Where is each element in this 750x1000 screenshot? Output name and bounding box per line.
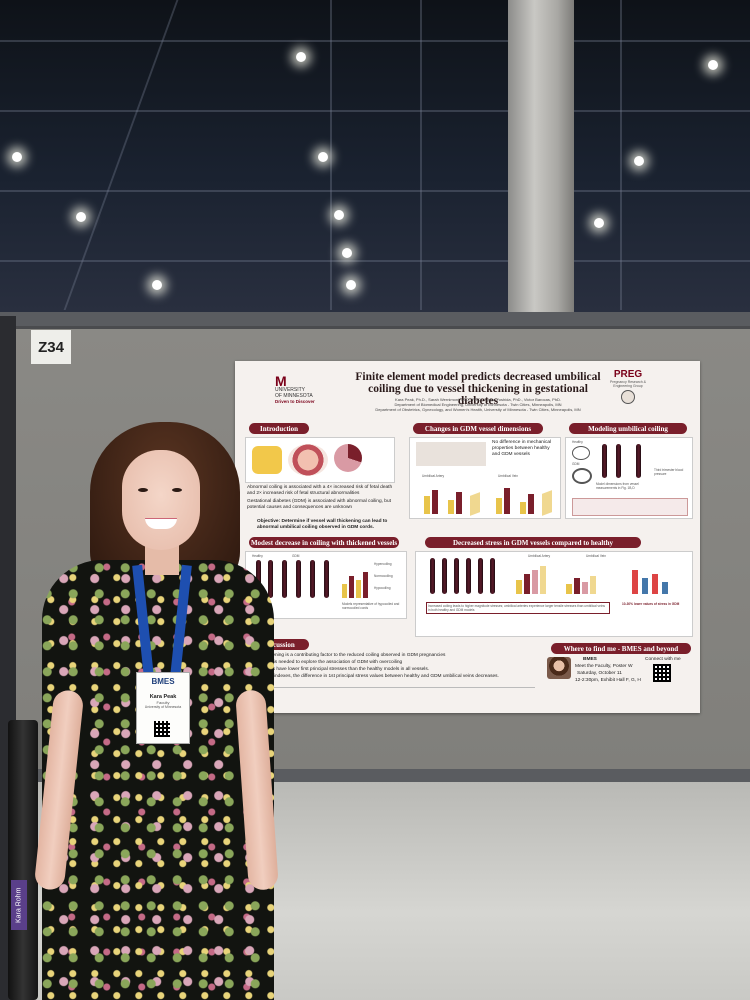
ceiling [0, 0, 750, 320]
section-changes: Changes in GDM vessel dimensions [413, 423, 543, 434]
decreased-artery-label: Umbilical Artery [528, 554, 551, 558]
person-face [122, 450, 200, 550]
ceiling-light [296, 52, 306, 62]
poster-title: Finite element model predicts decreased … [353, 371, 603, 407]
preg-logo: PREG Pregnancy Research & Engineering Gr… [601, 369, 655, 415]
decreased-figure: Umbilical Artery Umbilical Vein Increase… [415, 551, 693, 637]
no-difference-note: No difference in mechanical properties b… [492, 440, 552, 457]
preg-subtitle: Pregnancy Research & Engineering Group [610, 380, 646, 388]
qr-code-icon [653, 664, 671, 682]
title-line-2: coiling due to vessel thickening in gest… [368, 383, 588, 407]
hypercoiling-label: Hypercoiling [374, 562, 392, 566]
intro-bullet-2: Gestational diabetes (GDM) is associated… [247, 499, 391, 510]
ceiling-light [76, 212, 86, 222]
badge-affiliation: University of Minnesota [144, 705, 182, 709]
logo-line1: UNIVERSITY [275, 387, 306, 393]
research-poster: M UNIVERSITY OF MINNESOTA Driven to Disc… [235, 361, 700, 713]
intro-figure [245, 437, 395, 483]
label-healthy: Healthy [572, 440, 583, 444]
representative-note: Models representative of hypocoiled and … [342, 602, 400, 610]
name-badge: BMES Kara Peak Faculty University of Min… [136, 672, 190, 744]
third-trimester-note: Third trimester blood pressure [654, 468, 684, 476]
poster-authors: Kara Peak, Ph.D., Sarah Wernimont, M.D.,… [365, 397, 591, 412]
decreased-vein-label: Umbilical Vein [586, 554, 607, 558]
modeling-figure: Healthy GDM Model dimensions from vessel… [565, 437, 693, 519]
author-list: Kara Peak, Ph.D., Sarah Wernimont, M.D.,… [395, 397, 561, 402]
affiliation-2: Department of Obstetrics, Gynecology, an… [375, 407, 581, 412]
discussion-line-3: GDM models have lower first principal st… [247, 667, 430, 672]
normocoiling-label: Normocoiling [374, 574, 393, 578]
section-find-me: Where to find me - BMES and beyond [551, 643, 691, 654]
modest-gdm-label: GDM [292, 554, 300, 558]
find-me-org: BMES [583, 657, 597, 662]
badge-name: Kara Peak [149, 694, 177, 700]
ceiling-light [342, 248, 352, 258]
label-gdm: GDM [572, 462, 580, 466]
booth-number: Z34 [31, 330, 71, 364]
poster-tube-tag: Kara Rohm [11, 880, 27, 930]
section-modeling: Modeling umbilical coiling [569, 423, 687, 434]
find-me-date: Saturday, October 11 [577, 671, 622, 676]
section-discussion: Discussion [249, 639, 309, 650]
intro-bullet-1: Abnormal coiling is associated with a 4×… [247, 485, 393, 496]
poster-header: M UNIVERSITY OF MINNESOTA Driven to Disc… [235, 361, 700, 419]
changes-figure: No difference in mechanical properties b… [409, 437, 561, 519]
preg-title: PREG [613, 369, 643, 380]
lower-values-note: 10-30% lower values of stress in GDM [622, 602, 680, 606]
label-umbilical-vein: Umbilical Vein [498, 474, 519, 478]
ceiling-light [12, 152, 22, 162]
find-me-time: 12-2:30pm, Exhibit Hall F, G, H [575, 678, 641, 683]
person-neck [145, 545, 179, 575]
ceiling-light [318, 152, 328, 162]
stress-note: Increased coiling leads to higher magnit… [426, 602, 610, 614]
concrete-pillar [508, 0, 574, 318]
person-smile [145, 518, 177, 529]
presenter-photo [547, 657, 571, 679]
ceiling-light [152, 280, 162, 290]
section-decreased: Decreased stress in GDM vessels compared… [425, 537, 641, 548]
title-line-1: Finite element model predicts decreased … [355, 371, 601, 383]
university-logo: M UNIVERSITY OF MINNESOTA Driven to Disc… [275, 373, 345, 415]
hypocoiling-label: Hypocoiling [374, 586, 391, 590]
ceiling-light [346, 280, 356, 290]
intro-objective: Objective: Determine if vessel wall thic… [257, 519, 388, 530]
person-eye [172, 488, 182, 492]
label-umbilical-artery: Umbilical Artery [422, 474, 445, 478]
ceiling-light [634, 156, 644, 166]
discussion-line-2: Future work is needed to explore the ass… [247, 660, 403, 665]
ceiling-light [334, 210, 344, 220]
modest-healthy-label: Healthy [252, 554, 263, 558]
section-introduction: Introduction [249, 423, 309, 434]
connect-with-me: Connect with me [645, 657, 681, 662]
logo-line2: OF MINNESOTA [275, 393, 313, 399]
section-modest: Modest decrease in coiling with thickene… [249, 537, 399, 548]
umn-m-icon: M [275, 373, 287, 389]
ceiling-light [594, 218, 604, 228]
discussion-line-4: At all coiling indexes, the difference i… [247, 674, 499, 679]
poster-tube [8, 720, 38, 1000]
find-me-event: Meet the Faculty, Poster W [575, 664, 633, 669]
model-dims-note: Model dimensions from vessel measurement… [596, 482, 639, 490]
ceiling-light [708, 60, 718, 70]
person-dress [42, 560, 274, 1000]
person-eye [138, 488, 148, 492]
affiliation-1: Department of Biomedical Engineering, Un… [394, 402, 562, 407]
discussion-line-1: Vessel thickening is a contributing fact… [247, 653, 446, 658]
logo-tagline: Driven to Discover [275, 399, 315, 404]
seal-icon [621, 390, 635, 404]
badge-role: Faculty [156, 700, 170, 705]
badge-qr-icon [154, 721, 170, 737]
badge-org: BMES [151, 677, 175, 686]
